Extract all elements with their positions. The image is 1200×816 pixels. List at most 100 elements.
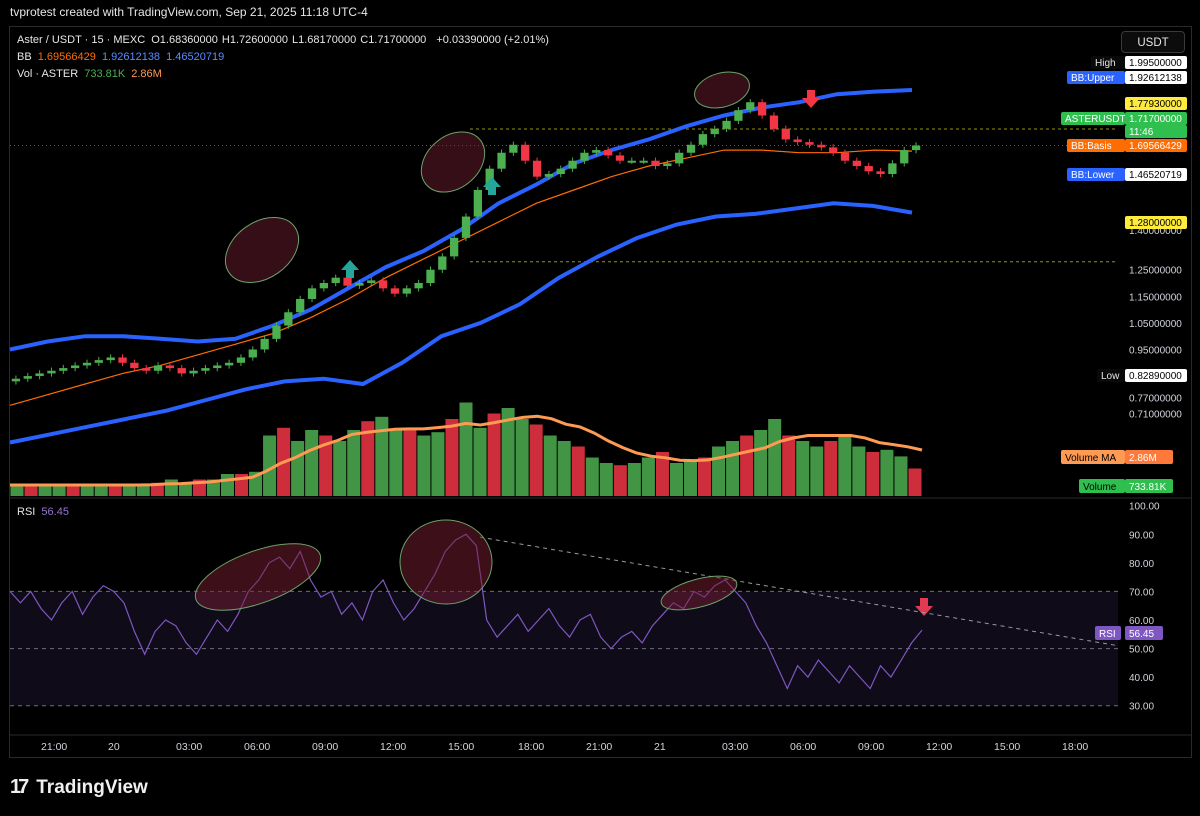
legend-main: Aster / USDT · 15 · MEXC O1.68360000 H1.7… bbox=[17, 34, 552, 46]
volume-label-box bbox=[1125, 479, 1173, 493]
rsi-highlight-ellipse bbox=[194, 543, 322, 611]
volume-bar bbox=[347, 430, 361, 496]
price-label-bb-upper-tag bbox=[1067, 71, 1125, 84]
tradingview-brand: TradingView bbox=[36, 776, 148, 798]
legend-ohlc-key: H bbox=[221, 34, 230, 46]
price-label-level-low-value: 1.28000000 bbox=[1129, 218, 1182, 229]
legend-bb-label: BB bbox=[17, 51, 32, 63]
rsi-label-name: RSI bbox=[1099, 629, 1116, 640]
tradingview-logo-icon: 17 bbox=[10, 776, 29, 798]
legend-bb: BB 1.69566429 1.92612138 1.46520719 bbox=[17, 51, 227, 63]
volume-ma-label-name: Volume MA bbox=[1065, 453, 1116, 464]
candle bbox=[23, 376, 32, 379]
price-axis-tick: 1.15000000 bbox=[1129, 292, 1182, 303]
candle bbox=[900, 150, 909, 164]
volume-bar bbox=[683, 460, 698, 496]
legend-vol-label: Vol · ASTER bbox=[17, 68, 79, 80]
candle bbox=[426, 269, 435, 284]
price-label-high-tag bbox=[1091, 56, 1125, 69]
rsi-highlight-ellipse bbox=[399, 519, 493, 605]
legend-ohlc: O1.68360000 H1.72600000 L1.68170000 C1.7170… bbox=[151, 34, 430, 46]
legend-ohlc-value: 1.71700000 bbox=[368, 34, 427, 46]
candle bbox=[142, 368, 151, 371]
volume-bar bbox=[810, 446, 824, 496]
price-axis-tick: 0.95000000 bbox=[1129, 345, 1182, 356]
legend-rsi: RSI 56.45 bbox=[17, 506, 72, 518]
price-label-low-value: 0.82890000 bbox=[1129, 371, 1182, 382]
volume-bar bbox=[108, 485, 122, 496]
time-axis-tick: 20 bbox=[108, 741, 120, 753]
arrow-up-icon bbox=[341, 260, 359, 278]
candle bbox=[331, 277, 340, 284]
volume-bar bbox=[445, 419, 459, 496]
price-label-low-tag bbox=[1097, 369, 1125, 382]
price-axis-tick: 0.77000000 bbox=[1129, 393, 1182, 404]
volume-bar bbox=[824, 441, 838, 496]
volume-bar bbox=[543, 435, 557, 496]
candle bbox=[521, 144, 530, 161]
tradingview-logo: 17 TradingView bbox=[10, 776, 148, 799]
candle bbox=[11, 378, 21, 382]
candle bbox=[888, 163, 897, 175]
price-label-bb-basis-tag bbox=[1067, 139, 1125, 152]
time-axis-tick: 06:00 bbox=[244, 741, 270, 753]
time-axis-tick: 03:00 bbox=[176, 741, 202, 753]
volume-bar bbox=[473, 427, 487, 496]
candle bbox=[686, 144, 696, 153]
volume-bar bbox=[782, 435, 796, 496]
price-label-bb-upper-name: BB:Upper bbox=[1071, 73, 1115, 84]
rsi-axis-tick: 70.00 bbox=[1129, 587, 1154, 598]
volume-ma-label-value: 2.86M bbox=[1129, 453, 1157, 464]
candle bbox=[402, 288, 411, 294]
candle bbox=[840, 152, 850, 161]
time-axis-tick: 03:00 bbox=[722, 741, 748, 753]
candle bbox=[532, 160, 542, 177]
candle bbox=[390, 288, 400, 294]
candle bbox=[852, 160, 862, 167]
candle bbox=[70, 365, 80, 369]
rsi-axis-tick: 90.00 bbox=[1129, 530, 1154, 541]
legend-ohlc-key: L bbox=[291, 34, 299, 46]
candle bbox=[675, 152, 684, 164]
candle bbox=[876, 171, 885, 175]
rsi-axis-tick: 60.00 bbox=[1129, 616, 1154, 627]
highlight-ellipse bbox=[420, 131, 486, 193]
volume-bar bbox=[38, 485, 52, 496]
price-label-level-low-box bbox=[1125, 216, 1187, 229]
candle bbox=[130, 362, 139, 369]
volume-bar bbox=[80, 485, 94, 496]
volume-label-value: 733.81K bbox=[1129, 482, 1167, 493]
candle bbox=[224, 362, 234, 366]
candle bbox=[248, 349, 257, 358]
volume-bar bbox=[459, 402, 473, 496]
candle bbox=[734, 110, 743, 121]
candle bbox=[746, 102, 755, 111]
time-axis-tick: 21:00 bbox=[586, 741, 612, 753]
candle bbox=[189, 370, 198, 374]
arrow-down-icon bbox=[802, 90, 820, 108]
legend-change: +0.03390000 (+2.01%) bbox=[436, 34, 549, 46]
candle bbox=[639, 160, 648, 163]
legend-ohlc-value: 1.68360000 bbox=[159, 34, 218, 46]
rsi-axis-tick: 80.00 bbox=[1129, 559, 1154, 570]
candle bbox=[82, 362, 92, 366]
candle bbox=[544, 174, 554, 177]
price-label-low-box bbox=[1125, 369, 1187, 382]
legend-bb-lower: 1.46520719 bbox=[166, 51, 225, 63]
volume-bar bbox=[94, 485, 108, 496]
price-label-bb-basis-box bbox=[1125, 139, 1187, 152]
price-label-last-countdown-box bbox=[1125, 125, 1187, 138]
volume-bar bbox=[291, 441, 305, 496]
price-label-last-countdown: 11:46 bbox=[1129, 127, 1154, 138]
time-axis-tick: 06:00 bbox=[790, 741, 816, 753]
candle bbox=[59, 368, 68, 371]
candle bbox=[35, 373, 44, 377]
volume-bar bbox=[655, 452, 669, 496]
volume-bar bbox=[417, 435, 431, 496]
legend-bb-basis: 1.69566429 bbox=[37, 51, 96, 63]
candle bbox=[722, 120, 731, 129]
currency-button[interactable]: USDT bbox=[1121, 31, 1185, 53]
volume-bar bbox=[627, 463, 641, 496]
candle bbox=[509, 144, 518, 153]
